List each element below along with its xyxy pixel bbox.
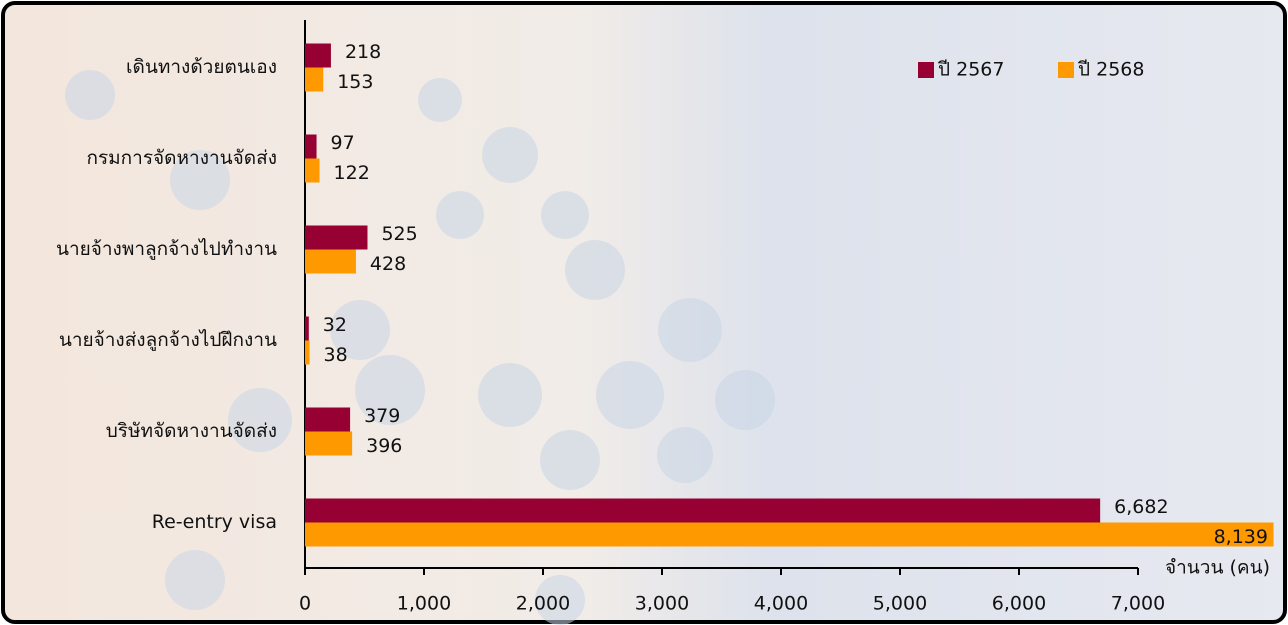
legend-swatch: [918, 62, 934, 78]
legend-label: ปี 2567: [937, 59, 1004, 81]
y-tick-label: เดินทางด้วยตนเอง: [126, 56, 277, 78]
x-tick-label: 7,000: [1111, 593, 1165, 615]
x-tick-label: 4,000: [754, 593, 808, 615]
bar: [305, 135, 317, 159]
bar: [305, 226, 367, 250]
value-label: 6,682: [1114, 496, 1168, 518]
value-label: 38: [324, 344, 348, 366]
bar: [305, 499, 1100, 523]
value-label: 396: [366, 435, 402, 457]
value-label: 525: [381, 223, 417, 245]
value-label: 218: [345, 41, 381, 63]
chart: จำนวน (คน) 0 1,000 2,000 3,000 4,000 5,000 6,0…: [0, 0, 1288, 625]
bar: [305, 250, 356, 274]
x-tick-label: 6,000: [992, 593, 1046, 615]
bar: [305, 523, 1274, 547]
bar: [305, 159, 320, 183]
bar: [305, 44, 331, 68]
legend-label: ปี 2568: [1077, 59, 1144, 81]
value-label: 97: [331, 132, 355, 154]
bar: [305, 408, 350, 432]
legend-swatch: [1058, 62, 1074, 78]
y-tick-label: นายจ้างพาลูกจ้างไปทำงาน: [56, 238, 277, 260]
y-tick-label: กรมการจัดหางานจัดส่ง: [86, 147, 277, 169]
x-tick-label: 1,000: [397, 593, 451, 615]
value-label: 122: [334, 162, 370, 184]
y-tick-label: นายจ้างส่งลูกจ้างไปฝึกงาน: [59, 329, 277, 351]
x-tick-label: 3,000: [635, 593, 689, 615]
x-tick-label: 5,000: [873, 593, 927, 615]
x-tick-label: 2,000: [516, 593, 570, 615]
bar: [305, 68, 323, 92]
x-tick-label: 0: [299, 593, 311, 615]
y-tick-label: บริษัทจัดหางานจัดส่ง: [106, 420, 277, 442]
value-label: 153: [337, 71, 373, 93]
bar: [305, 341, 310, 365]
value-label: 8,139: [1214, 526, 1268, 548]
bar: [305, 432, 352, 456]
y-tick-label: Re-entry visa: [152, 511, 277, 533]
value-label: 428: [370, 253, 406, 275]
value-label: 32: [323, 314, 347, 336]
x-axis-label: จำนวน (คน): [1165, 557, 1270, 579]
value-label: 379: [364, 405, 400, 427]
bar: [305, 317, 309, 341]
